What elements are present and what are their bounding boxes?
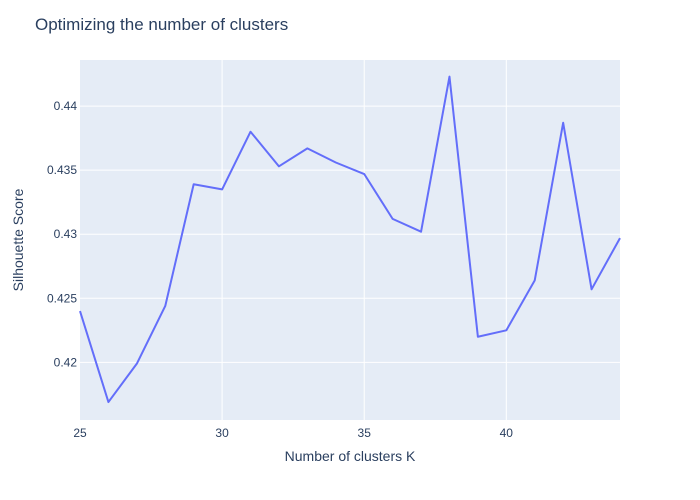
x-tick-labels: 25 30 35 40	[73, 426, 513, 440]
y-tick-label: 0.42	[54, 355, 78, 369]
x-axis-title: Number of clusters K	[285, 448, 416, 464]
y-tick-label: 0.43	[54, 227, 78, 241]
series-layer	[79, 75, 621, 404]
x-tick-label: 35	[358, 426, 372, 440]
y-tick-label: 0.435	[47, 163, 77, 177]
chart-title: Optimizing the number of clusters	[35, 15, 288, 34]
x-tick-label: 25	[73, 426, 87, 440]
x-tick-label: 40	[500, 426, 514, 440]
series-line	[79, 75, 621, 404]
y-tick-label: 0.425	[47, 291, 77, 305]
y-tick-label: 0.44	[54, 99, 78, 113]
y-axis-title: Silhouette Score	[10, 188, 26, 291]
x-tick-label: 30	[215, 426, 229, 440]
y-tick-labels: 0.42 0.425 0.43 0.435 0.44	[47, 99, 77, 369]
y-gridlines	[80, 105, 620, 363]
x-gridlines	[221, 60, 507, 420]
plot-area	[80, 60, 620, 420]
